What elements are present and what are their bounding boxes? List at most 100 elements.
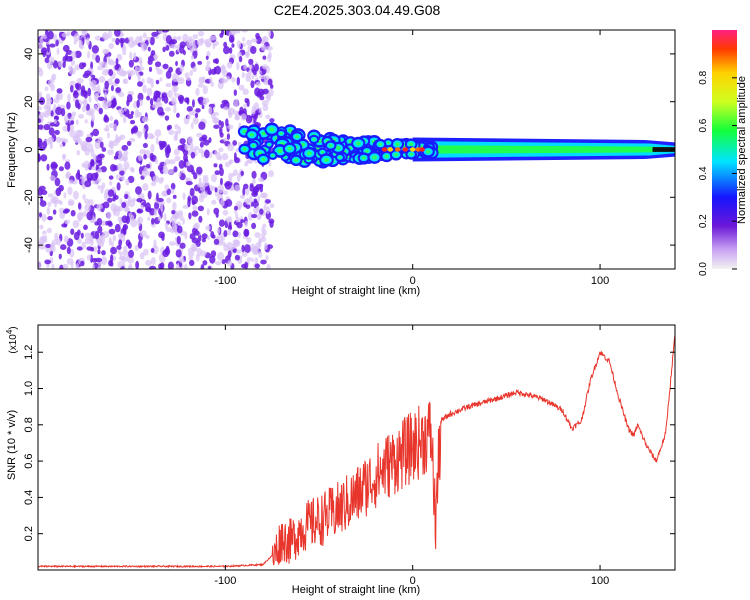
noise-speck	[53, 97, 60, 104]
noise-speck	[47, 216, 53, 221]
noise-speck	[39, 212, 43, 218]
noise-speck	[254, 87, 261, 97]
noise-speck	[49, 175, 56, 181]
noise-speck	[127, 257, 135, 264]
noise-speck	[70, 209, 76, 217]
noise-speck	[248, 58, 254, 65]
noise-speck	[84, 237, 92, 245]
noise-speck	[214, 65, 221, 75]
noise-speck	[50, 242, 54, 252]
noise-speck	[244, 220, 248, 228]
noise-speck	[194, 222, 200, 230]
noise-speck	[143, 154, 147, 160]
noise-speck	[102, 231, 110, 239]
signal-blob-core	[287, 128, 293, 133]
noise-speck	[179, 44, 185, 54]
noise-speck	[52, 209, 57, 215]
noise-speck	[38, 185, 46, 191]
noise-speck	[142, 84, 147, 94]
peak-spot	[402, 147, 409, 152]
signal-blob-core	[340, 138, 343, 141]
noise-speck	[253, 102, 260, 111]
noise-speck	[244, 97, 249, 104]
noise-speck	[109, 115, 114, 122]
noise-speck	[105, 220, 109, 226]
noise-speck	[250, 80, 255, 89]
colorbar-ticks: 0.0 0.2 0.4 0.6 0.8	[698, 70, 737, 276]
noise-speck	[267, 78, 273, 86]
noise-speck	[44, 57, 50, 64]
noise-speck	[71, 111, 77, 117]
noise-speck	[48, 56, 55, 64]
noise-speck	[60, 244, 67, 251]
noise-speck	[259, 208, 264, 215]
snr-scale-close: )	[8, 326, 19, 329]
noise-speck	[81, 176, 85, 186]
noise-speck	[156, 97, 162, 106]
noise-speck	[59, 264, 64, 269]
peak-spot	[387, 147, 394, 152]
noise-speck	[168, 129, 175, 136]
noise-speck	[164, 115, 170, 121]
noise-speck	[107, 220, 112, 226]
noise-speck	[139, 230, 147, 238]
noise-speck	[82, 30, 87, 35]
noise-speck	[108, 142, 113, 149]
noise-speck	[85, 136, 93, 143]
noise-speck	[46, 44, 50, 53]
noise-speck	[217, 185, 225, 194]
noise-speck	[147, 46, 151, 52]
noise-speck	[97, 177, 102, 183]
noise-speck	[233, 99, 239, 108]
noise-speck	[232, 108, 236, 115]
noise-speck	[195, 108, 201, 113]
noise-speck	[149, 98, 154, 106]
noise-speck	[179, 64, 184, 73]
noise-speck	[147, 55, 155, 62]
noise-speck	[146, 87, 153, 97]
noise-speck	[251, 257, 254, 262]
noise-speck	[100, 256, 108, 266]
noise-speck	[128, 249, 135, 259]
noise-speck	[268, 169, 274, 178]
noise-speck	[82, 73, 90, 79]
noise-speck	[119, 198, 123, 204]
noise-speck	[91, 79, 97, 87]
noise-speck	[136, 197, 143, 203]
noise-speck	[77, 169, 81, 177]
noise-speck	[161, 30, 170, 33]
noise-speck	[122, 70, 127, 76]
noise-speck	[266, 263, 271, 269]
noise-speck	[171, 96, 175, 105]
spectrogram-content	[38, 30, 675, 269]
noise-speck	[187, 136, 194, 145]
noise-speck	[219, 132, 224, 138]
noise-speck	[202, 260, 208, 266]
noise-speck	[190, 243, 198, 252]
noise-speck	[78, 138, 82, 145]
noise-speck	[62, 263, 69, 269]
noise-speck	[261, 99, 269, 107]
noise-speck	[98, 76, 106, 83]
noise-speck	[140, 204, 144, 210]
noise-speck	[172, 201, 177, 211]
noise-speck	[92, 246, 98, 253]
noise-speck	[114, 64, 120, 71]
signal-blob-core	[365, 149, 369, 153]
noise-speck	[132, 197, 136, 203]
noise-speck	[245, 114, 253, 124]
noise-speck	[213, 207, 220, 215]
noise-speck	[191, 169, 195, 175]
noise-speck	[189, 70, 194, 77]
noise-speck	[50, 83, 55, 92]
noise-speck	[121, 255, 127, 263]
noise-speck	[142, 142, 148, 149]
signal-blob-core	[251, 144, 256, 147]
noise-speck	[260, 44, 267, 51]
noise-speck	[208, 106, 213, 115]
noise-speck	[265, 45, 273, 51]
noise-speck	[73, 33, 81, 42]
noise-speck	[78, 62, 85, 70]
noise-speck	[139, 60, 143, 67]
noise-speck	[228, 172, 233, 181]
